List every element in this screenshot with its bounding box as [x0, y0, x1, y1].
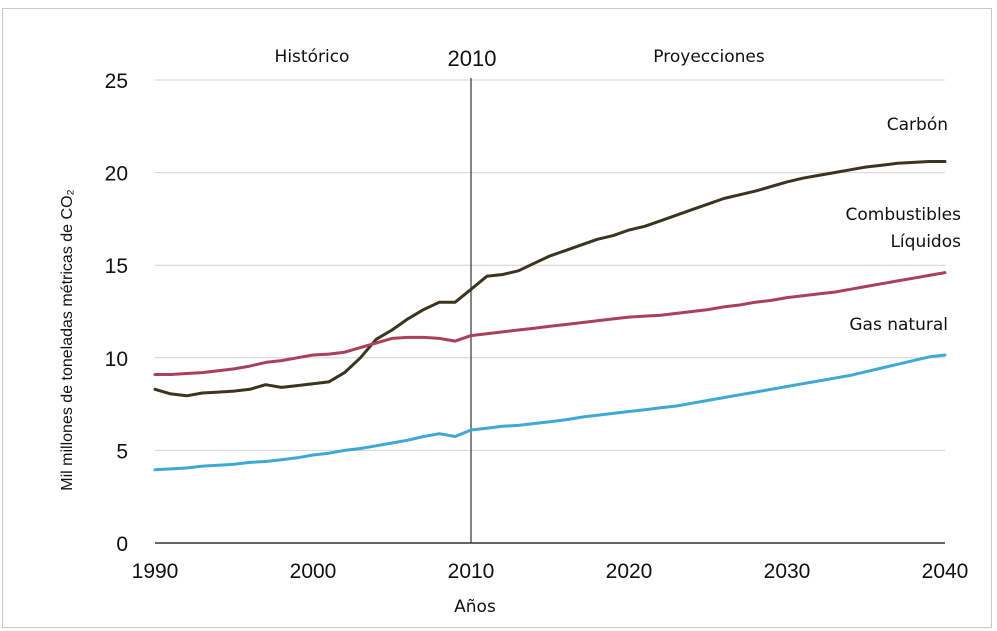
annotation-projections: Proyecciones: [653, 47, 765, 67]
x-tick-labels: 1990 2000 2010 2020 2030 2040: [132, 560, 969, 583]
x-tick-label: 2040: [922, 560, 969, 583]
chart-frame: [2, 8, 992, 628]
y-tick-labels: 0 5 10 15 20 25: [105, 70, 128, 556]
series-label: Gas natural: [849, 315, 948, 335]
y-tick-label: 20: [105, 163, 128, 186]
y-tick-label: 0: [116, 533, 128, 556]
y-tick-label: 10: [105, 348, 128, 371]
series-labels: Carbón Combustibles Líquidos Gas natural: [846, 115, 962, 335]
x-tick-label: 2010: [448, 560, 495, 583]
y-tick-label: 15: [105, 255, 128, 278]
y-tick-label: 5: [116, 440, 128, 463]
x-tick-label: 2000: [290, 560, 337, 583]
series-line-0: [153, 160, 947, 398]
series-label: Combustibles: [846, 205, 962, 225]
series-lines: [153, 160, 947, 472]
x-tick-label: 1990: [132, 560, 179, 583]
annotation-divider-year: 2010: [448, 46, 497, 71]
series-line-2: [153, 353, 947, 472]
annotation-historic: Histórico: [275, 47, 350, 67]
x-tick-label: 2030: [764, 560, 811, 583]
series-label: Carbón: [887, 115, 948, 135]
y-tick-label: 25: [105, 70, 128, 93]
y-axis-label: Mil millones de toneladas métricas de CO…: [59, 189, 76, 490]
x-axis-label: Años: [454, 597, 496, 617]
grid-lines: [155, 79, 945, 451]
series-line-1: [153, 271, 947, 376]
series-label: Líquidos: [890, 232, 961, 252]
x-tick-label: 2020: [606, 560, 653, 583]
